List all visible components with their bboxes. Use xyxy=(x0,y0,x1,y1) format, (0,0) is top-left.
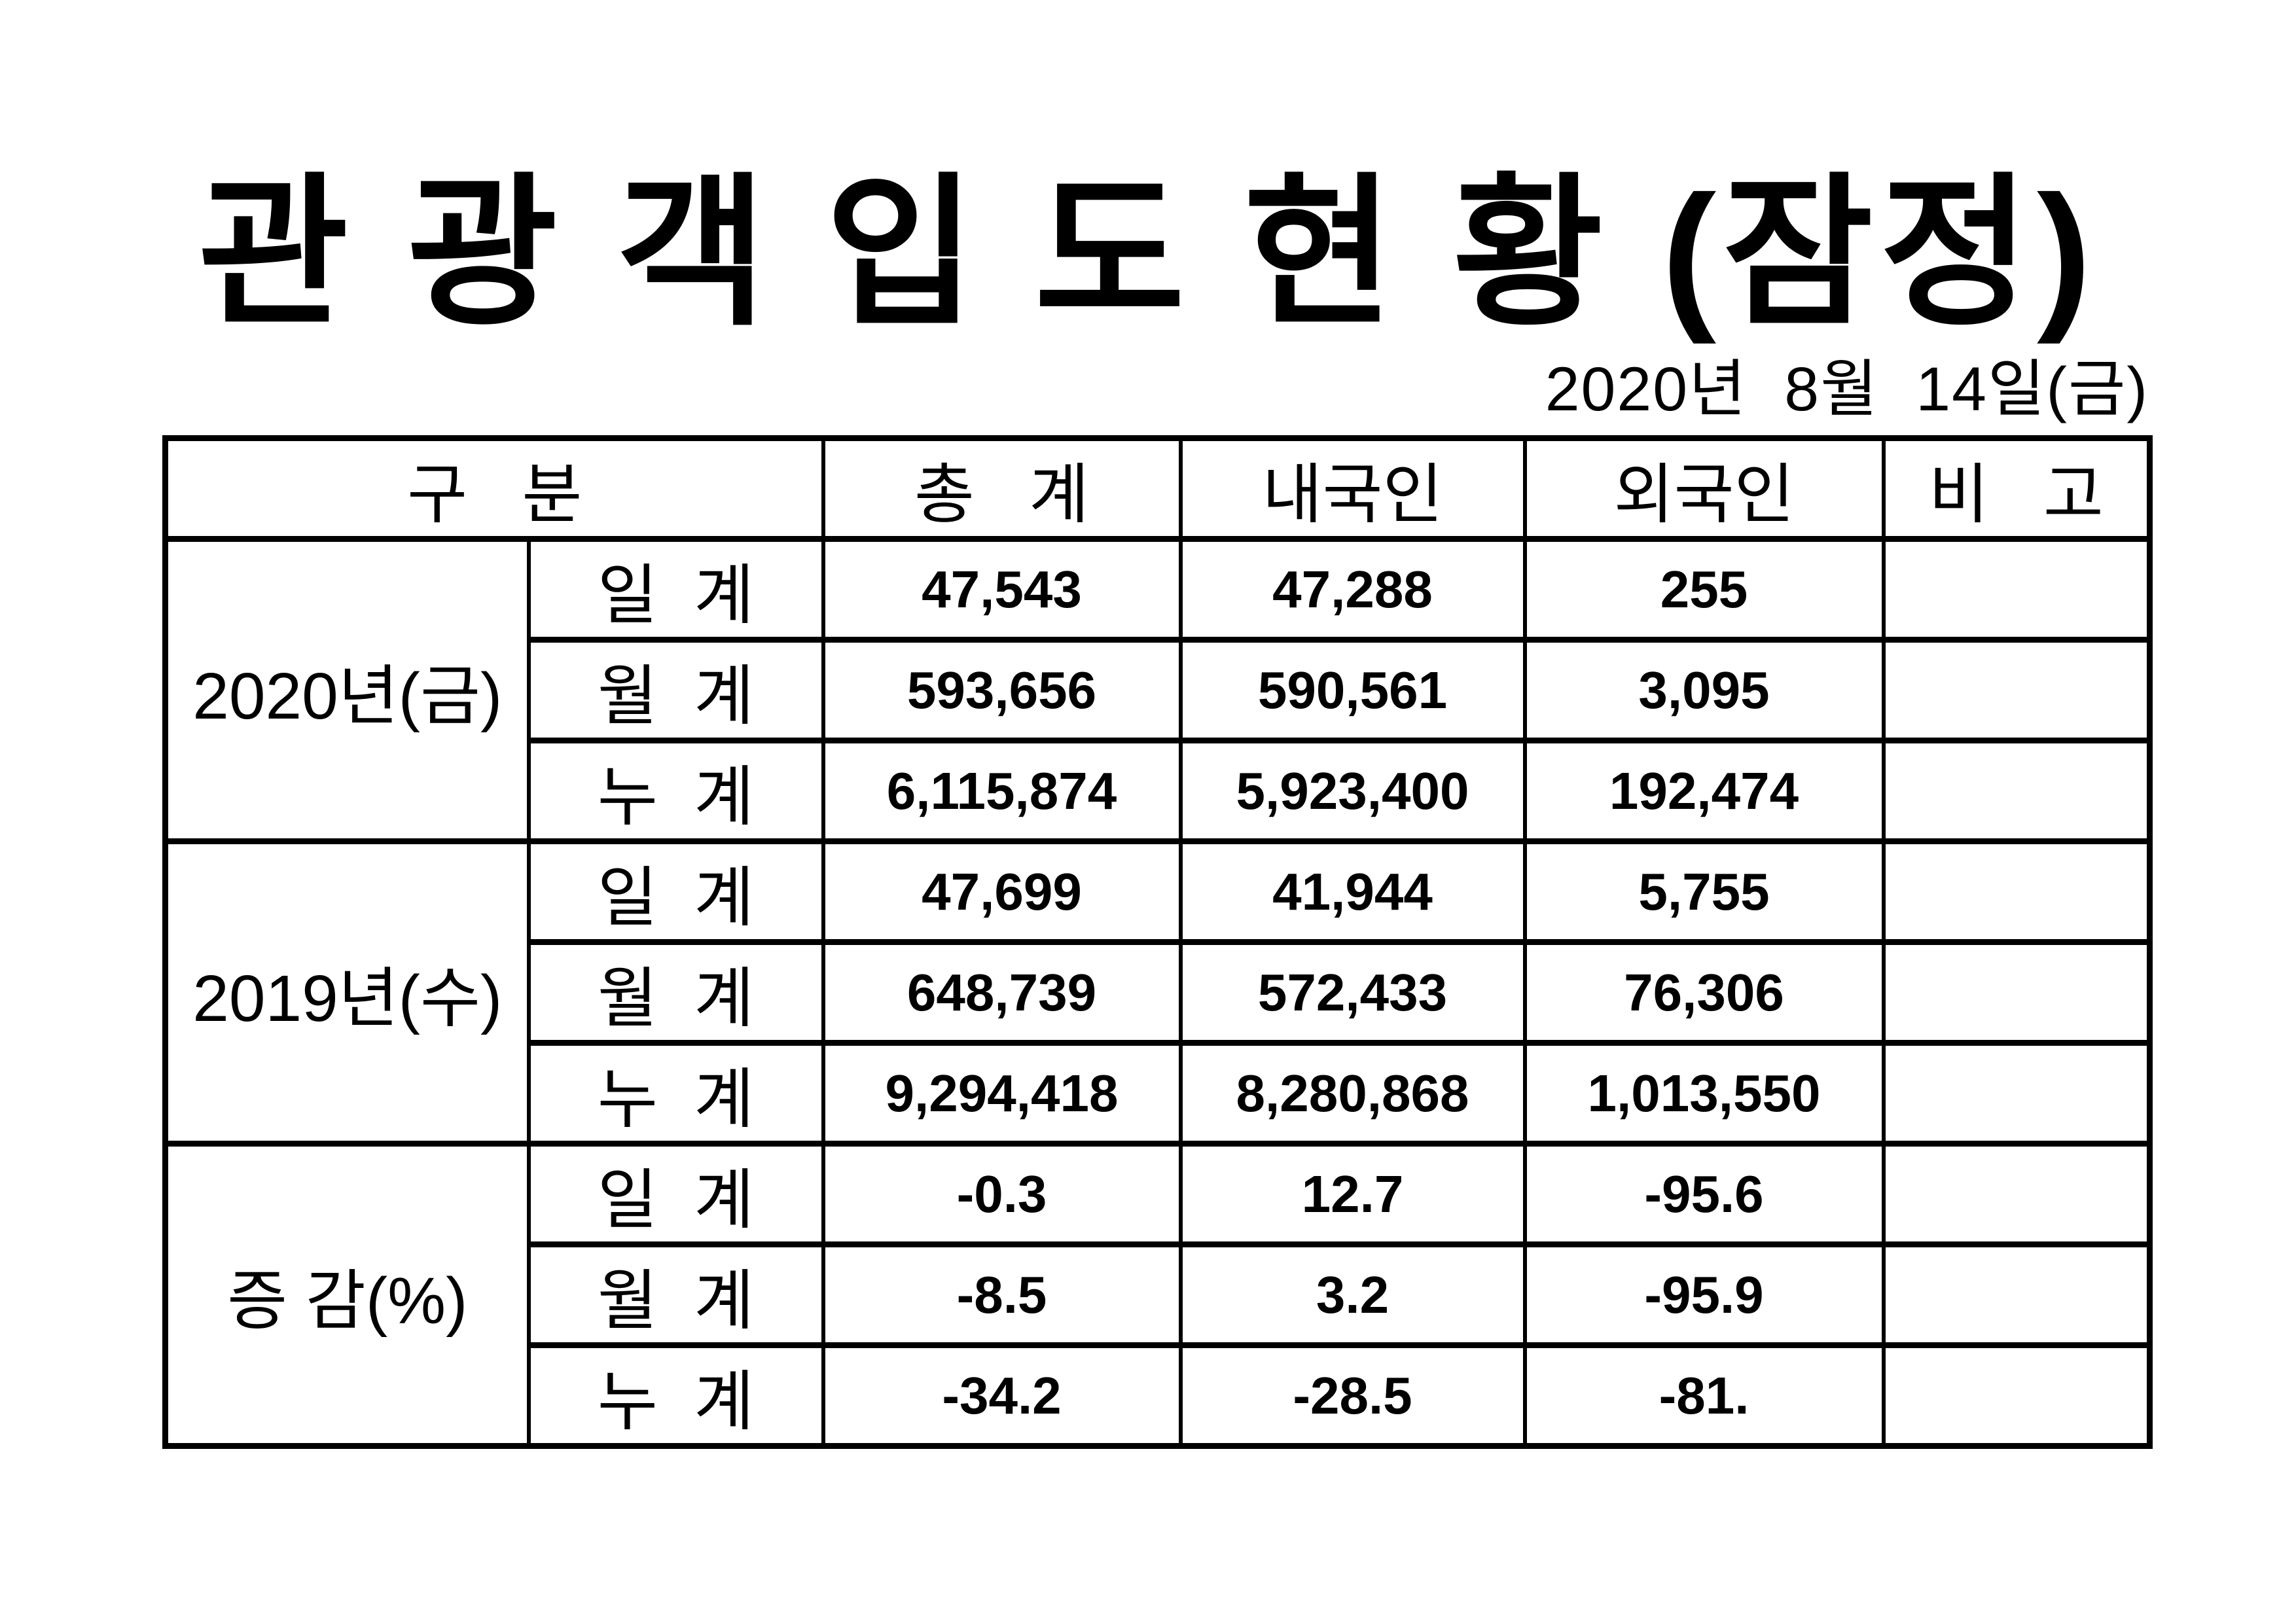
row-label-daily: 일 계 xyxy=(526,1141,825,1247)
cell-total: 648,739 xyxy=(821,939,1183,1046)
cell-domestic: 12.7 xyxy=(1178,1141,1527,1247)
cell-domestic: 590,561 xyxy=(1178,637,1527,743)
cell-domestic: 3.2 xyxy=(1178,1241,1527,1348)
cell-note xyxy=(1881,536,2152,643)
cell-total: 9,294,418 xyxy=(821,1040,1183,1147)
cell-note xyxy=(1881,738,2152,844)
header-total: 총 계 xyxy=(821,435,1183,542)
group-label-change-percent: 증 감(%) xyxy=(163,1141,531,1449)
row-label-monthly: 월 계 xyxy=(526,637,825,743)
cell-foreign: 192,474 xyxy=(1522,738,1886,844)
cell-domestic: 8,280,868 xyxy=(1178,1040,1527,1147)
table-row: 월 계 648,739 572,433 76,306 xyxy=(166,939,2152,1046)
table-row: 월 계 -8.5 3.2 -95.9 xyxy=(166,1241,2152,1348)
cell-domestic: 47,288 xyxy=(1178,536,1527,643)
cell-foreign: 3,095 xyxy=(1522,637,1886,743)
row-label-monthly: 월 계 xyxy=(526,1241,825,1348)
group-label-2019: 2019년(수) xyxy=(163,838,531,1147)
cell-note xyxy=(1881,1040,2152,1147)
table-row: 월 계 593,656 590,561 3,095 xyxy=(166,637,2152,743)
header-category: 구 분 xyxy=(163,435,825,542)
cell-total: -8.5 xyxy=(821,1241,1183,1348)
cell-total: 47,699 xyxy=(821,838,1183,945)
table-row: 2019년(수) 일 계 47,699 41,944 5,755 xyxy=(163,838,2152,1147)
cell-domestic: -28.5 xyxy=(1178,1342,1527,1449)
cell-total: 593,656 xyxy=(821,637,1183,743)
cell-domestic: 5,923,400 xyxy=(1178,738,1527,844)
cell-total: 6,115,874 xyxy=(821,738,1183,844)
row-label-daily: 일 계 xyxy=(526,536,825,643)
cell-note xyxy=(1881,838,2152,945)
header-domestic: 내국인 xyxy=(1178,435,1527,542)
cell-foreign: -81. xyxy=(1522,1342,1886,1449)
cell-note xyxy=(1881,1342,2152,1449)
cell-note xyxy=(1881,637,2152,743)
cell-domestic: 41,944 xyxy=(1178,838,1527,945)
row-label-monthly: 월 계 xyxy=(526,939,825,1046)
table-row: 누 계 -34.2 -28.5 -81. xyxy=(166,1342,2152,1449)
group-label-2020: 2020년(금) xyxy=(163,536,531,844)
cell-foreign: 255 xyxy=(1522,536,1886,643)
table-row: 누 계 9,294,418 8,280,868 1,013,550 xyxy=(166,1040,2152,1147)
cell-note xyxy=(1881,1241,2152,1348)
cell-foreign: 5,755 xyxy=(1522,838,1886,945)
row-label-daily: 일 계 xyxy=(526,838,825,945)
report-date: 2020년 8월 14일(금) xyxy=(1545,355,2149,424)
cell-foreign: 1,013,550 xyxy=(1522,1040,1886,1147)
table-row: 누 계 6,115,874 5,923,400 192,474 xyxy=(166,738,2152,844)
cell-foreign: 76,306 xyxy=(1522,939,1886,1046)
cell-note xyxy=(1881,1141,2152,1247)
row-label-cumulative: 누 계 xyxy=(526,738,825,844)
header-foreign: 외국인 xyxy=(1522,435,1886,542)
cell-foreign: -95.6 xyxy=(1522,1141,1886,1247)
cell-domestic: 572,433 xyxy=(1178,939,1527,1046)
cell-note xyxy=(1881,939,2152,1046)
header-note: 비 고 xyxy=(1881,435,2152,542)
cell-total: -34.2 xyxy=(821,1342,1183,1449)
cell-foreign: -95.9 xyxy=(1522,1241,1886,1348)
tourist-arrival-table: 구 분 총 계 내국인 외국인 비 고 2020년(금) 일 계 47,543 … xyxy=(162,435,2153,1449)
cell-total: -0.3 xyxy=(821,1141,1183,1247)
row-label-cumulative: 누 계 xyxy=(526,1342,825,1449)
page-title: 관 광 객 입 도 현 황 (잠정) xyxy=(198,162,2098,344)
table-row: 증 감(%) 일 계 -0.3 12.7 -95.6 xyxy=(163,1141,2152,1449)
row-label-cumulative: 누 계 xyxy=(526,1040,825,1147)
cell-total: 47,543 xyxy=(821,536,1183,643)
table-header-row: 구 분 총 계 내국인 외국인 비 고 xyxy=(163,435,2152,542)
table-row: 2020년(금) 일 계 47,543 47,288 255 xyxy=(163,536,2152,844)
